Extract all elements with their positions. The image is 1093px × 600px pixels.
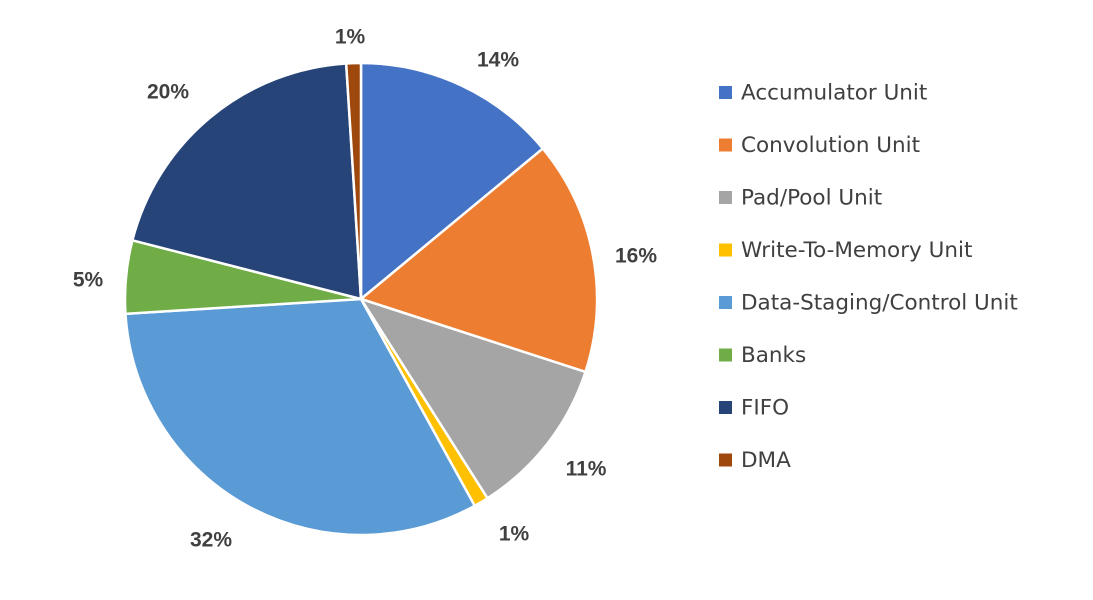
legend-label: DMA: [741, 448, 791, 473]
legend-label: Data-Staging/Control Unit: [741, 291, 1018, 316]
legend-item-write-to-memory-unit: Write-To-Memory Unit: [719, 238, 972, 263]
legend-swatch: [719, 296, 732, 309]
legend-label: FIFO: [741, 396, 789, 421]
legend-swatch: [719, 348, 732, 362]
legend-label: Accumulator Unit: [741, 81, 927, 106]
data-label-write-to-memory-unit: 1%: [499, 523, 530, 546]
data-label-pad-pool-unit: 11%: [566, 458, 607, 481]
legend-label: Banks: [741, 343, 806, 368]
legend-item-data-staging-control-unit: Data-Staging/Control Unit: [719, 291, 1018, 316]
legend-swatch: [719, 401, 732, 414]
pie-slice-data-staging-control-unit: [124, 297, 476, 537]
pie-slice-dma: [344, 61, 363, 301]
data-label-banks: 5%: [73, 269, 104, 292]
legend-item-pad-pool-unit: Pad/Pool Unit: [719, 186, 882, 211]
legend-swatch: [719, 243, 732, 257]
legend-swatch: [719, 191, 732, 204]
pie-slices: [123, 61, 599, 537]
pie-slice-pad-pool-unit: [359, 297, 587, 500]
data-label-accumulator-unit: 14%: [477, 49, 519, 72]
legend-item-accumulator-unit: Accumulator Unit: [719, 81, 927, 106]
data-label-dma: 1%: [335, 26, 366, 49]
data-label-convolution-unit: 16%: [615, 245, 657, 268]
legend: Accumulator Unit Convolution Unit Pad/Pool…: [719, 81, 1018, 473]
pie-data-labels: 14% 16% 11% 1% 32% 5% 20% 1%: [73, 26, 658, 552]
legend-label: Pad/Pool Unit: [741, 186, 882, 211]
legend-swatch: [719, 86, 732, 99]
legend-swatch: [719, 453, 732, 467]
pie-slice-fifo: [131, 62, 363, 301]
legend-item-convolution-unit: Convolution Unit: [719, 133, 920, 158]
data-label-fifo: 20%: [147, 81, 189, 104]
data-label-data-staging-control-unit: 32%: [190, 529, 232, 552]
legend-item-dma: DMA: [719, 448, 791, 473]
legend-label: Convolution Unit: [741, 133, 920, 158]
pie-slice-accumulator-unit: [359, 61, 545, 301]
pie-slice-convolution-unit: [359, 147, 599, 374]
legend-item-banks: Banks: [719, 343, 806, 368]
legend-label: Write-To-Memory Unit: [741, 238, 972, 263]
legend-swatch: [719, 138, 732, 152]
legend-item-fifo: FIFO: [719, 396, 789, 421]
